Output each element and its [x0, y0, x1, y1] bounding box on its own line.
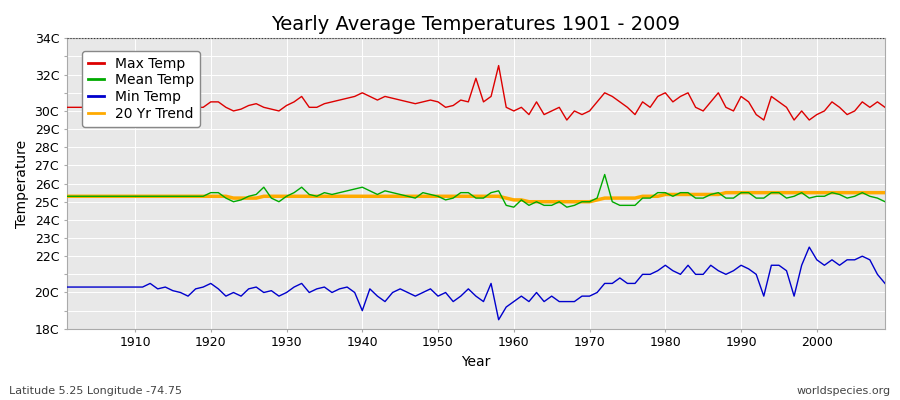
Text: worldspecies.org: worldspecies.org: [796, 386, 891, 396]
Title: Yearly Average Temperatures 1901 - 2009: Yearly Average Temperatures 1901 - 2009: [272, 15, 680, 34]
Legend: Max Temp, Mean Temp, Min Temp, 20 Yr Trend: Max Temp, Mean Temp, Min Temp, 20 Yr Tre…: [82, 51, 200, 126]
Y-axis label: Temperature: Temperature: [15, 140, 29, 228]
Text: Latitude 5.25 Longitude -74.75: Latitude 5.25 Longitude -74.75: [9, 386, 182, 396]
X-axis label: Year: Year: [461, 355, 491, 369]
